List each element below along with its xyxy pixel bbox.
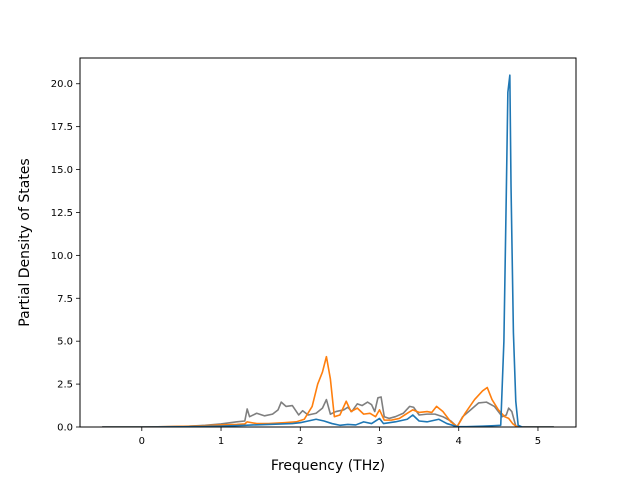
x-axis-ticks: 0 1 2 3 4 5 <box>139 427 541 447</box>
series-line-2 <box>102 355 554 427</box>
x-tick-label: 4 <box>456 436 462 447</box>
x-tick-label: 3 <box>376 436 382 447</box>
y-tick-label: 10.0 <box>51 251 73 262</box>
y-tick-label: 7.5 <box>57 294 73 305</box>
x-tick-label: 0 <box>139 436 145 447</box>
y-tick-label: 5.0 <box>57 337 73 348</box>
y-tick-label: 2.5 <box>57 380 73 391</box>
plot-frame <box>79 57 577 428</box>
series-line-3 <box>102 74 554 427</box>
x-tick-label: 5 <box>535 436 541 447</box>
x-axis-label: Frequency (THz) <box>271 458 385 474</box>
series-line-1 <box>102 396 554 427</box>
x-tick-label: 1 <box>218 436 224 447</box>
y-tick-label: 0.0 <box>57 423 73 434</box>
y-tick-label: 17.5 <box>51 122 73 133</box>
y-axis-ticks: 0.0 2.5 5.0 7.5 10.0 12.5 15.0 17.5 20.0 <box>51 79 80 434</box>
series-layer <box>102 74 554 427</box>
y-tick-label: 20.0 <box>51 79 73 90</box>
y-axis-label: Partial Density of States <box>17 158 33 326</box>
x-tick-label: 2 <box>297 436 303 447</box>
y-tick-label: 15.0 <box>51 165 73 176</box>
y-tick-label: 12.5 <box>51 208 73 219</box>
